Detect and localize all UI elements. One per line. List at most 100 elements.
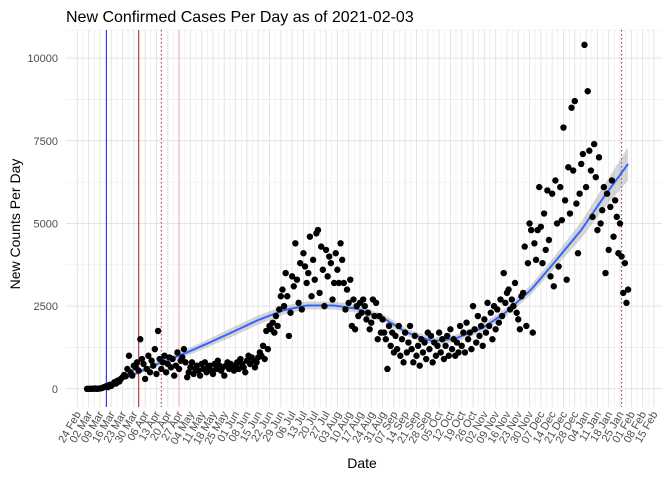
data-point [148, 357, 155, 364]
data-point [317, 243, 325, 250]
data-point [285, 332, 293, 340]
data-point [347, 276, 354, 283]
data-point [411, 332, 419, 340]
data-point [469, 302, 477, 310]
data-point [159, 359, 167, 366]
data-point [524, 259, 532, 267]
y-axis-label: New Counts Per Day [7, 159, 23, 290]
data-point [361, 302, 369, 310]
data-point [521, 243, 528, 250]
data-point [414, 342, 422, 350]
data-point [574, 250, 582, 257]
data-point [327, 259, 335, 267]
data-point [261, 355, 268, 363]
data-point [321, 302, 328, 310]
data-point [290, 283, 297, 290]
data-point [464, 336, 472, 343]
data-point [182, 359, 189, 366]
data-point [590, 140, 598, 148]
data-point [426, 345, 433, 353]
data-point [558, 216, 566, 224]
data-point [581, 41, 588, 49]
reference-lines [105, 30, 623, 407]
data-point [158, 365, 165, 373]
y-tick-label: 0 [52, 384, 58, 396]
data-point [280, 302, 288, 310]
data-point [240, 364, 247, 371]
data-point [122, 373, 129, 380]
data-point [385, 322, 393, 330]
data-point [624, 286, 632, 293]
data-point [595, 154, 603, 161]
data-point [201, 359, 209, 366]
data-point [529, 329, 536, 336]
data-point [618, 253, 625, 260]
data-point [571, 97, 578, 105]
data-point [188, 359, 196, 366]
data-point [485, 322, 493, 330]
data-point [494, 306, 501, 313]
data-point [379, 316, 386, 323]
data-point [193, 362, 201, 369]
y-tick-label: 5000 [34, 218, 58, 230]
data-point [335, 279, 343, 287]
data-point [405, 339, 412, 346]
data-point [237, 355, 244, 363]
data-point [334, 266, 341, 273]
data-point [487, 309, 494, 316]
data-point [498, 312, 506, 320]
data-point [368, 319, 375, 326]
data-point [576, 190, 583, 197]
data-point [151, 345, 159, 353]
data-point [343, 286, 351, 293]
data-point [508, 296, 515, 303]
data-point [443, 332, 451, 340]
data-point [474, 312, 482, 320]
data-point [242, 369, 249, 376]
data-point [536, 183, 543, 191]
data-point [561, 197, 569, 204]
data-point [481, 316, 488, 323]
data-point [573, 200, 580, 207]
data-point [187, 364, 194, 371]
data-point [568, 104, 575, 111]
data-point [326, 253, 333, 260]
data-point [437, 349, 444, 356]
data-point [560, 124, 567, 131]
data-point [171, 372, 178, 379]
data-point [548, 190, 556, 197]
data-point [359, 296, 367, 303]
data-point [586, 147, 593, 154]
data-point [125, 352, 133, 359]
data-point [185, 369, 192, 376]
data-point [406, 322, 414, 330]
data-point [603, 190, 611, 197]
data-point [303, 279, 310, 287]
data-point [492, 326, 499, 333]
data-point [427, 332, 435, 340]
data-point [463, 319, 470, 326]
data-point [183, 374, 191, 381]
data-point [271, 329, 278, 336]
data-point [190, 370, 197, 378]
data-point [416, 362, 423, 369]
data-point [295, 299, 302, 307]
data-point [393, 345, 401, 353]
y-tick-label: 2500 [34, 301, 58, 313]
data-point [421, 339, 428, 346]
data-point [455, 349, 462, 356]
data-point [579, 150, 587, 158]
data-point [167, 364, 175, 371]
data-point [162, 369, 170, 376]
data-point [332, 250, 339, 257]
data-point [371, 312, 378, 320]
data-point [324, 273, 331, 280]
data-point [337, 240, 344, 247]
data-point [309, 256, 317, 264]
data-point [316, 289, 323, 297]
data-point [552, 177, 559, 184]
data-point [387, 342, 394, 350]
data-point [400, 359, 407, 366]
data-point [563, 276, 570, 283]
data-point [382, 336, 390, 343]
